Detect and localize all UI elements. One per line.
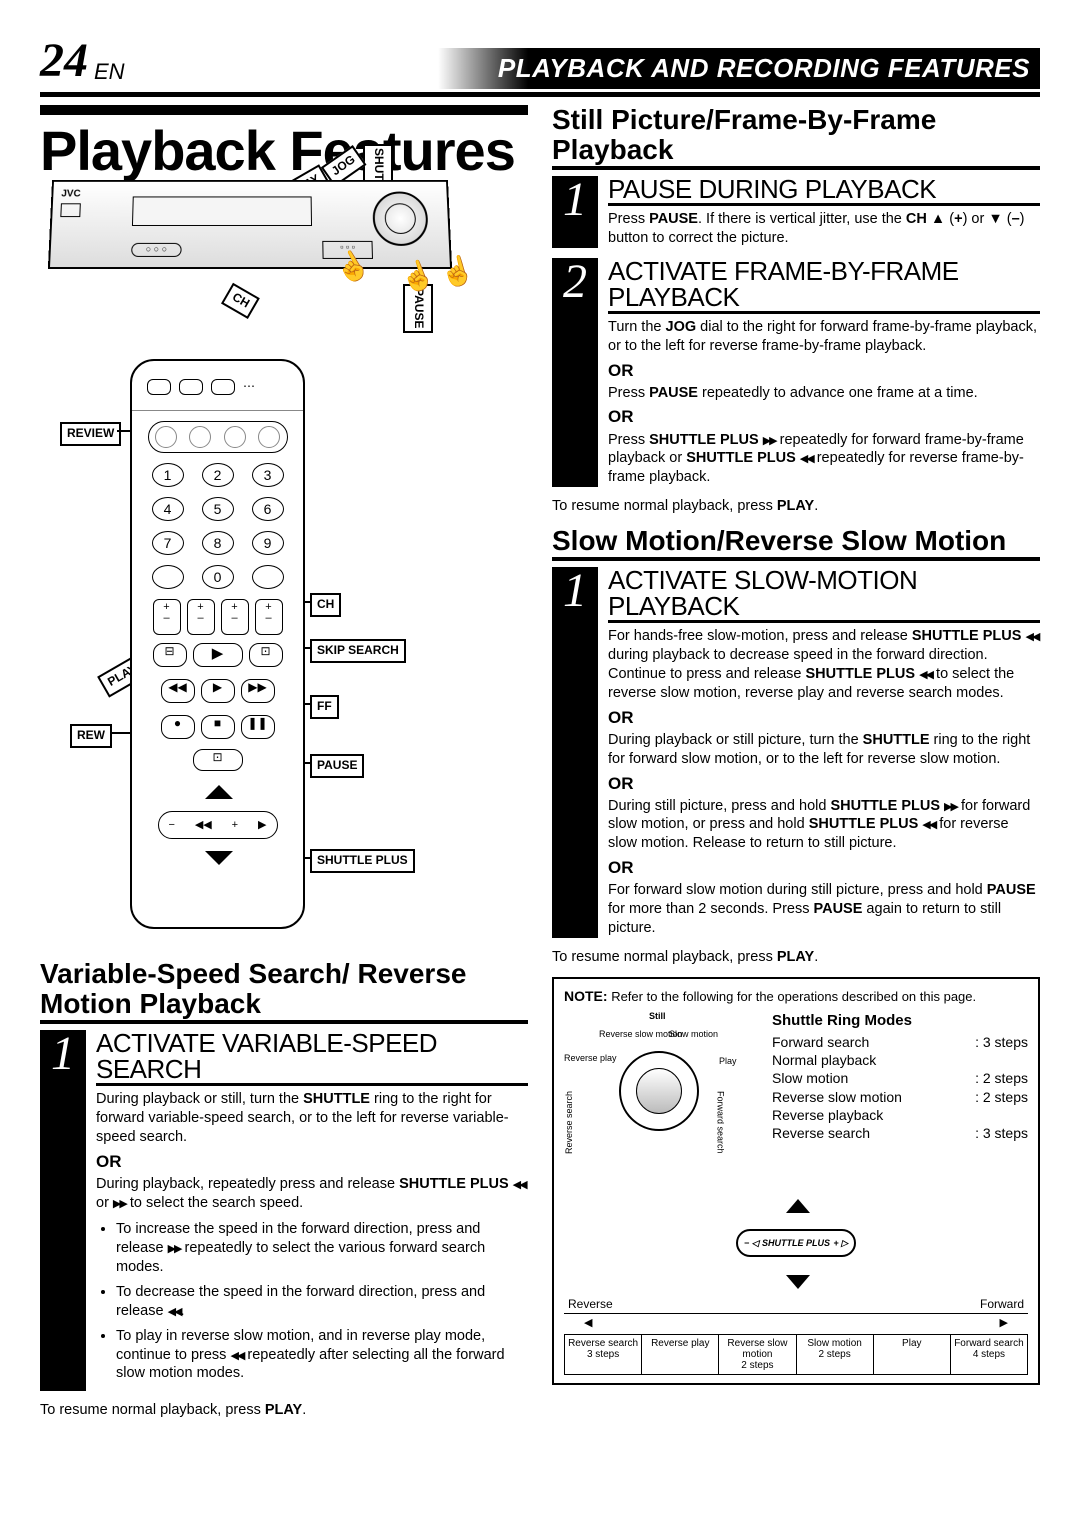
keypad-key: 3	[252, 463, 284, 487]
pm-key: +–	[187, 599, 215, 635]
step-boxes: Reverse search3 steps Reverse play Rever…	[564, 1334, 1028, 1375]
resume-note: To resume normal playback, press PLAY.	[40, 1401, 528, 1420]
left-column: Playback Features SHUTTLE JOG PLAY JVC ○…	[40, 105, 528, 1420]
label-shuttle-plus: SHUTTLE PLUS	[310, 849, 415, 873]
or-label: OR	[608, 857, 1040, 879]
transport-btn: ⊟	[153, 643, 187, 667]
right-column: Still Picture/Frame-By-Frame Playback 1 …	[552, 105, 1040, 1420]
keypad-key: 0	[202, 565, 234, 589]
or-label: OR	[608, 773, 1040, 795]
play-btn: ▶	[201, 679, 235, 703]
note-box: NOTE: Refer to the following for the ope…	[552, 977, 1040, 1386]
step-title: ACTIVATE VARIABLE-SPEED SEARCH	[96, 1030, 528, 1086]
step-1: 1 ACTIVATE VARIABLE-SPEED SEARCH During …	[40, 1030, 528, 1391]
stop-btn: ■	[201, 715, 235, 739]
keypad-key: 2	[202, 463, 234, 487]
axis-reverse: Reverse	[568, 1297, 613, 1313]
bullet: To increase the speed in the forward dir…	[116, 1220, 528, 1277]
transport-btn: ⊡	[249, 643, 283, 667]
navpad-figure: − ◁ SHUTTLE PLUS + ▷	[736, 1199, 856, 1289]
step-number: 1	[552, 176, 598, 248]
vcr-diagram: SHUTTLE JOG PLAY JVC ○ ○ ○ ▫ ▫ ▫ CH PAUS…	[40, 139, 528, 359]
bullet: To decrease the speed in the forward dir…	[116, 1283, 528, 1321]
note-label: NOTE:	[564, 988, 608, 1004]
page-language: EN	[94, 58, 125, 87]
step-text: Press PAUSE repeatedly to advance one fr…	[608, 384, 1040, 403]
vcr-body: JVC ○ ○ ○ ▫ ▫ ▫	[48, 180, 452, 269]
step-title: ACTIVATE SLOW-MOTION PLAYBACK	[608, 567, 1040, 623]
step-text: During playback or still picture, turn t…	[608, 731, 1040, 769]
step-text: Turn the JOG dial to the right for forwa…	[608, 318, 1040, 356]
section-slow-motion: Slow Motion/Reverse Slow Motion	[552, 526, 1040, 561]
hand-icon: ☝	[436, 250, 479, 294]
or-label: OR	[608, 707, 1040, 729]
ff-btn: ▶▶	[241, 679, 275, 703]
section-variable-speed: Variable-Speed Search/ Reverse Motion Pl…	[40, 959, 528, 1024]
keypad-key: 7	[152, 531, 184, 555]
page-header: 24 EN PLAYBACK AND RECORDING FEATURES	[40, 30, 1040, 97]
keypad-key: 9	[252, 531, 284, 555]
label-review: REVIEW	[60, 422, 121, 446]
keypad-key: 8	[202, 531, 234, 555]
label-ch: CH	[221, 283, 260, 319]
step-text: For forward slow motion during still pic…	[608, 881, 1040, 938]
step-number: 2	[552, 258, 598, 487]
resume-note: To resume normal playback, press PLAY.	[552, 497, 1040, 516]
step-text: Press SHUTTLE PLUS ▶▶ repeatedly for for…	[608, 431, 1040, 488]
step-1: 1 PAUSE DURING PLAYBACK Press PAUSE. If …	[552, 176, 1040, 248]
step-text: During playback, repeatedly press and re…	[96, 1175, 528, 1213]
header-title: PLAYBACK AND RECORDING FEATURES	[438, 48, 1040, 90]
shuttle-modes-list: Shuttle Ring Modes Forward search: 3 ste…	[772, 1011, 1028, 1191]
step-text: For hands-free slow-motion, press and re…	[608, 627, 1040, 702]
pm-key: +–	[221, 599, 249, 635]
page-number: 24	[40, 30, 88, 92]
rew-btn: ◀◀	[161, 679, 195, 703]
step-number: 1	[552, 567, 598, 937]
stop-btn: ●	[161, 715, 195, 739]
resume-note: To resume normal playback, press PLAY.	[552, 948, 1040, 967]
keypad-key	[152, 565, 184, 589]
vcr-brand: JVC	[61, 188, 81, 201]
step-2: 2 ACTIVATE FRAME-BY-FRAME PLAYBACK Turn …	[552, 258, 1040, 487]
label-pause: PAUSE	[310, 754, 364, 778]
pause-btn: ❚❚	[241, 715, 275, 739]
step-text: Press PAUSE. If there is vertical jitter…	[608, 210, 1040, 248]
label-rew: REW	[70, 724, 112, 748]
note-intro: Refer to the following for the operation…	[611, 989, 976, 1004]
pm-key: +–	[255, 599, 283, 635]
keypad-key: 4	[152, 497, 184, 521]
or-label: OR	[608, 406, 1040, 428]
keypad-key: 1	[152, 463, 184, 487]
step-text: During playback or still, turn the SHUTT…	[96, 1090, 528, 1147]
shuttle-dial-diagram: Still Slow motion Reverse slow motion Pl…	[564, 1011, 764, 1191]
label-ch: CH	[310, 593, 341, 617]
section-still-picture: Still Picture/Frame-By-Frame Playback	[552, 105, 1040, 170]
or-label: OR	[608, 360, 1040, 382]
keypad-key: 6	[252, 497, 284, 521]
label-skip-search: SKIP SEARCH	[310, 639, 406, 663]
or-label: OR	[96, 1151, 528, 1173]
step-title: ACTIVATE FRAME-BY-FRAME PLAYBACK	[608, 258, 1040, 314]
pm-key: +–	[153, 599, 181, 635]
step-number: 1	[40, 1030, 86, 1391]
remote-diagram: REVIEW CH SKIP SEARCH PLAY FF REW PAUSE …	[130, 359, 528, 949]
keypad-key: 5	[202, 497, 234, 521]
label-ff: FF	[310, 695, 339, 719]
bullet: To play in reverse slow motion, and in r…	[116, 1327, 528, 1384]
bullet-list: To increase the speed in the forward dir…	[96, 1220, 528, 1383]
step-text: During still picture, press and hold SHU…	[608, 797, 1040, 854]
step-1: 1 ACTIVATE SLOW-MOTION PLAYBACK For hand…	[552, 567, 1040, 937]
axis-forward: Forward	[980, 1297, 1024, 1313]
keypad-key	[252, 565, 284, 589]
step-title: PAUSE DURING PLAYBACK	[608, 176, 1040, 206]
